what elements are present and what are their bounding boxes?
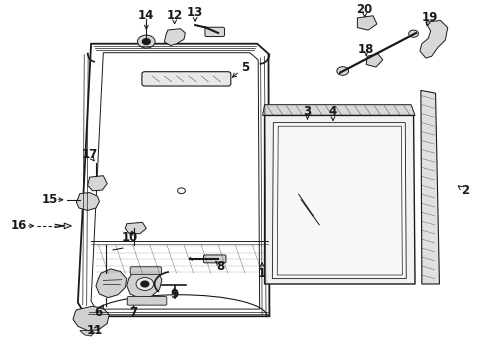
Text: 1: 1 [258,267,266,280]
Polygon shape [88,176,107,191]
Text: 7: 7 [129,306,138,319]
Polygon shape [265,116,415,284]
Polygon shape [263,105,415,116]
Text: 14: 14 [138,9,154,22]
Text: 20: 20 [357,3,373,16]
Polygon shape [64,223,72,229]
Polygon shape [127,269,162,298]
Text: 19: 19 [421,12,438,24]
Polygon shape [272,123,406,279]
Polygon shape [164,29,185,45]
FancyBboxPatch shape [142,72,231,86]
Circle shape [409,30,418,37]
Text: 18: 18 [358,42,374,55]
FancyBboxPatch shape [127,297,167,305]
Circle shape [138,35,155,48]
Polygon shape [420,21,448,58]
Polygon shape [125,222,147,234]
Text: 4: 4 [329,105,337,118]
Circle shape [141,281,149,287]
Polygon shape [366,54,383,67]
Polygon shape [76,193,99,211]
Text: 13: 13 [187,6,203,19]
Text: 17: 17 [81,148,98,161]
Polygon shape [80,330,95,336]
Polygon shape [73,306,109,330]
Circle shape [143,39,150,44]
Text: 11: 11 [86,324,102,337]
Circle shape [337,67,348,75]
Text: 2: 2 [461,184,469,197]
Text: 8: 8 [217,260,225,273]
Text: 15: 15 [41,193,58,206]
Text: 16: 16 [11,219,27,233]
FancyBboxPatch shape [205,27,224,37]
FancyBboxPatch shape [130,267,161,274]
Polygon shape [421,90,440,284]
Text: 10: 10 [122,231,138,244]
Polygon shape [96,269,127,298]
Text: 6: 6 [94,306,102,319]
Text: 5: 5 [241,60,249,73]
Polygon shape [357,16,377,30]
Text: 9: 9 [170,288,178,301]
Text: 3: 3 [303,105,312,118]
FancyBboxPatch shape [203,255,226,263]
Circle shape [136,278,154,291]
Text: 12: 12 [167,9,183,22]
